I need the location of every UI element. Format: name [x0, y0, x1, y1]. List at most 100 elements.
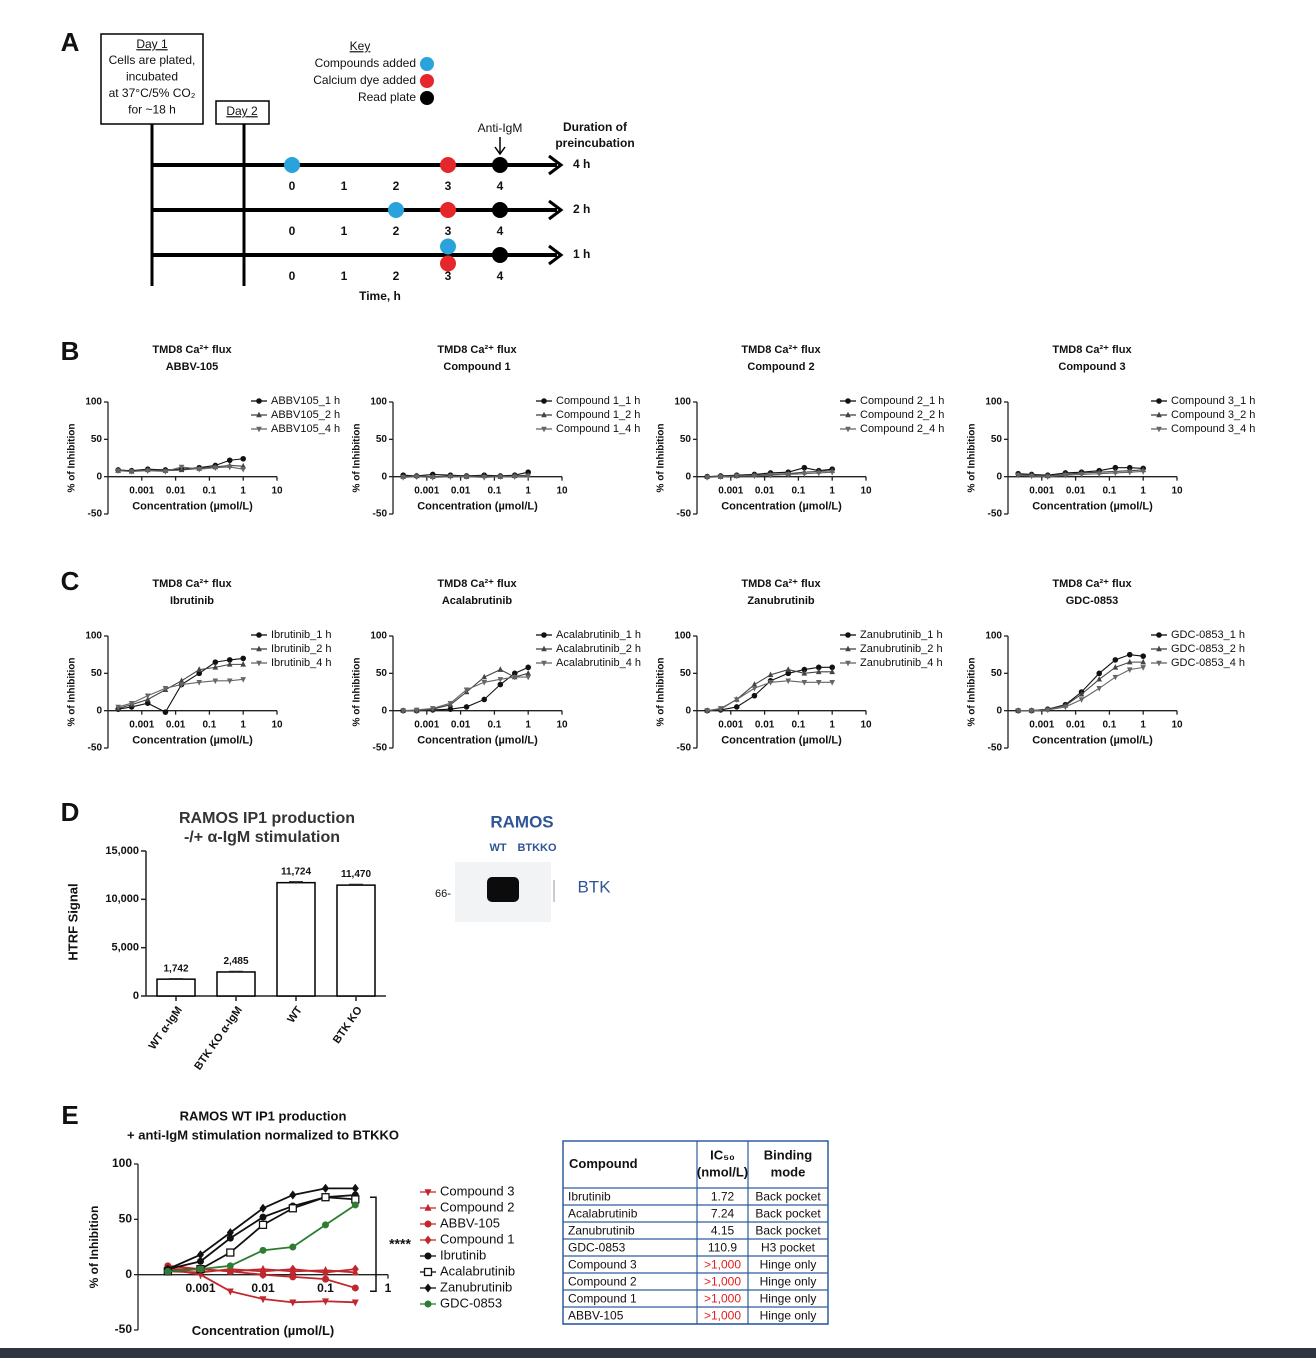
value-label: 1,742	[163, 963, 188, 974]
y-tick-label: 100	[674, 397, 691, 408]
timeline-arrowhead	[548, 244, 564, 266]
panel-label: A	[61, 27, 80, 57]
marker	[541, 426, 547, 433]
marker	[164, 1267, 172, 1275]
marker	[322, 1221, 329, 1229]
marker	[321, 1193, 330, 1202]
table-cell: 110.9	[708, 1241, 737, 1255]
legend-label: Zanubrutinib	[440, 1279, 512, 1294]
marker	[178, 682, 185, 688]
legend-label: Compound 1	[440, 1231, 514, 1246]
chart-subtitle: GDC-0853	[1066, 595, 1119, 607]
key-title: Key	[350, 39, 371, 53]
marker	[1156, 660, 1162, 667]
marker	[400, 708, 406, 715]
marker	[845, 426, 851, 433]
event-dot	[440, 202, 456, 218]
marker	[845, 645, 851, 652]
x-tick-label: 1	[829, 719, 835, 730]
event-dot	[492, 247, 508, 263]
marker	[240, 455, 246, 462]
marker	[447, 700, 454, 707]
timeline-arrowhead	[548, 199, 564, 221]
y-tick-label: -50	[88, 743, 103, 754]
legend-label: Compound 3_4 h	[1171, 423, 1255, 435]
y-axis-label: % of Inhibition	[656, 658, 667, 727]
marker	[162, 709, 169, 715]
marker	[481, 673, 488, 680]
x-axis-label: Concentration (µmol/L)	[132, 735, 253, 747]
time-tick-label: 3	[445, 179, 452, 193]
bar	[336, 884, 376, 997]
marker	[541, 398, 547, 404]
marker	[1015, 708, 1021, 715]
marker	[541, 411, 547, 418]
chart-subtitle: Ibrutinib	[170, 595, 214, 607]
marker	[525, 664, 531, 671]
x-axis-label: Concentration (µmol/L)	[721, 735, 842, 747]
x-axis-label: Concentration (µmol/L)	[1032, 501, 1153, 513]
y-axis-label: % of Inhibition	[967, 424, 978, 493]
y-tick-label: -50	[677, 743, 692, 754]
marker	[196, 666, 203, 672]
y-tick-label: 100	[985, 397, 1002, 408]
table-header: (nmol/L)	[697, 1164, 748, 1179]
y-tick-label: 0	[685, 471, 691, 482]
marker	[424, 1235, 432, 1245]
marker	[196, 680, 203, 686]
y-tick-label: -50	[88, 509, 103, 520]
table-cell: ABBV-105	[568, 1309, 624, 1323]
x-tick-label: 0.1	[791, 485, 805, 496]
marker	[497, 677, 504, 683]
x-axis-label: Concentration (µmol/L)	[721, 501, 842, 513]
x-tick-label: 10	[271, 485, 283, 496]
marker	[1096, 670, 1103, 677]
marker	[1156, 632, 1162, 638]
x-tick-label: 1	[385, 1281, 392, 1295]
marker	[226, 661, 233, 667]
x-tick-label: 10	[1171, 719, 1183, 730]
x-tick-label: 0.1	[487, 719, 501, 730]
y-axis-label: HTRF Signal	[65, 883, 80, 960]
marker	[785, 670, 792, 677]
marker	[226, 457, 233, 464]
table-cell: 7.24	[711, 1207, 735, 1221]
y-tick-label: 50	[91, 434, 103, 445]
marker	[115, 704, 121, 711]
legend-label: Compound 3_1 h	[1171, 395, 1255, 407]
marker	[322, 1183, 329, 1193]
y-tick-label: 0	[996, 471, 1002, 482]
marker	[256, 398, 262, 404]
table-cell: GDC-0853	[568, 1241, 626, 1255]
chart-title: TMD8 Ca²⁺ flux	[152, 344, 232, 356]
marker	[196, 466, 203, 473]
x-tick-label: 1	[240, 719, 246, 730]
x-tick-label: 0.01	[166, 719, 186, 730]
duration-label: 4 h	[573, 157, 590, 171]
table-header: IC₅₀	[710, 1147, 735, 1162]
marker	[1112, 664, 1119, 670]
marker	[785, 666, 792, 672]
time-tick-label: 1	[341, 224, 348, 238]
x-axis-label: Concentration (µmol/L)	[417, 735, 538, 747]
legend-label: Compound 2_2 h	[860, 409, 944, 421]
x-tick-label: 1	[1140, 719, 1146, 730]
marker	[511, 674, 518, 681]
marker	[751, 681, 758, 687]
day1-box	[100, 33, 204, 125]
marker	[128, 469, 135, 475]
marker	[829, 680, 835, 686]
bar	[156, 978, 196, 997]
legend-label: Acalabrutinib_2 h	[556, 643, 641, 655]
anti-igm: Anti-IgM	[478, 121, 523, 135]
y-axis-label: % of Inhibition	[352, 424, 363, 493]
bar	[216, 971, 256, 997]
marker	[845, 398, 851, 404]
marker	[226, 657, 233, 663]
marker	[1156, 645, 1162, 652]
marker	[1015, 472, 1021, 479]
x-tick-label: 10	[860, 485, 872, 496]
table-cell: Hinge only	[760, 1258, 817, 1272]
y-tick-label: 50	[91, 668, 103, 679]
